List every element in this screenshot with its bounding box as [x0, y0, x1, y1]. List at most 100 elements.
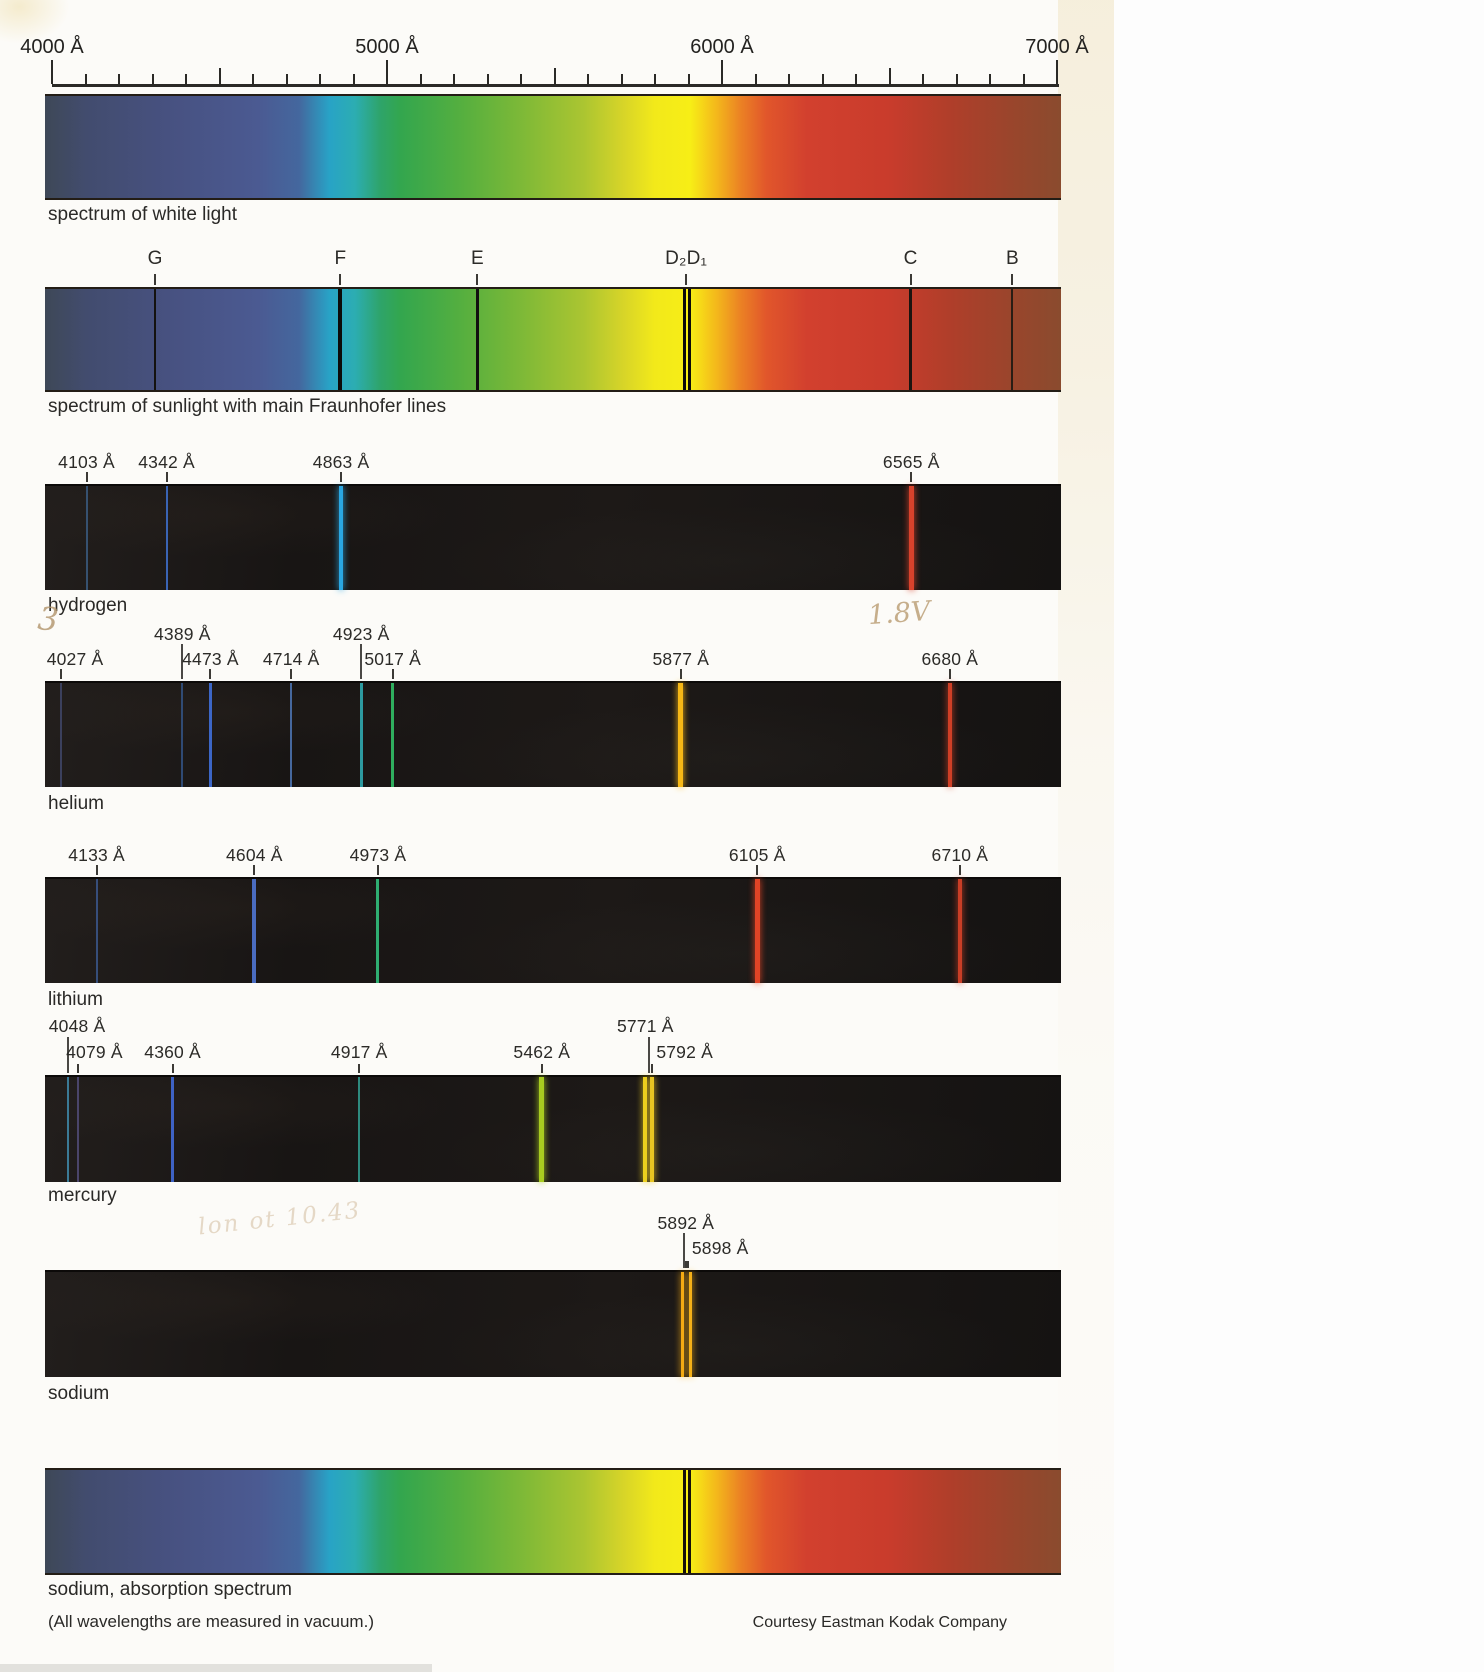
scan-bottom-edge	[0, 1664, 432, 1672]
spectral-line-4861	[338, 289, 343, 390]
caption-sunlight: spectrum of sunlight with main Fraunhofe…	[48, 396, 447, 417]
axis-tick	[888, 68, 891, 84]
axis-tick	[118, 74, 120, 84]
line-tick	[77, 1064, 80, 1073]
caption-hydrogen: hydrogen	[48, 595, 128, 616]
axis-baseline	[52, 84, 1059, 87]
scan-smudge	[0, 0, 70, 44]
fraunhofer-letter: G	[147, 248, 163, 269]
spectral-line-4973	[376, 879, 380, 983]
axis-tick	[285, 74, 288, 84]
caption-lithium: lithium	[48, 989, 103, 1010]
spectral-line-5792	[650, 1077, 655, 1182]
page-margin	[1114, 0, 1484, 1672]
axis-tick	[51, 60, 53, 84]
axis-tick	[687, 74, 690, 84]
spectral-line-4863	[339, 486, 344, 590]
axis-tick	[218, 68, 221, 84]
axis-tick	[151, 74, 154, 84]
axis-tick	[84, 74, 87, 84]
axis-tick	[1056, 60, 1058, 84]
axis-tick	[486, 74, 489, 84]
spectral-line-4360	[171, 1077, 175, 1182]
spectrum-band-mercury	[45, 1075, 1061, 1182]
spectral-line-5893	[683, 289, 687, 390]
axis-tick	[922, 74, 924, 84]
line-tick	[376, 865, 379, 875]
line-tick	[85, 472, 88, 482]
spectral-line-5017	[391, 683, 395, 787]
spectral-line-6680	[947, 683, 952, 787]
line-tick	[909, 274, 912, 285]
axis-tick	[754, 74, 757, 84]
line-tick	[684, 1261, 687, 1268]
line-tick	[1011, 274, 1014, 285]
wavelength-label: 5017 Å	[364, 649, 422, 669]
wavelength-label: 4360 Å	[144, 1042, 201, 1062]
spectral-line-5877	[678, 683, 684, 787]
spectrum-band-white-light	[45, 94, 1061, 200]
line-tick	[910, 472, 913, 482]
spectral-line-4917	[358, 1077, 361, 1182]
fraunhofer-letter: E	[471, 248, 484, 269]
axis-tick	[821, 74, 824, 84]
label-leader-line	[648, 1037, 651, 1073]
axis-tick	[855, 74, 857, 84]
wavelength-label: 4027 Å	[46, 649, 104, 669]
spectral-line-4308	[154, 289, 157, 390]
fraunhofer-letter: B	[1006, 248, 1019, 269]
wavelength-label: 4714 Å	[262, 649, 320, 669]
line-tick	[171, 1064, 174, 1073]
axis-label: 7000 Å	[1025, 36, 1089, 58]
spectral-line-5898	[689, 1272, 693, 1377]
axis-tick	[185, 74, 187, 84]
line-tick	[340, 472, 343, 482]
wavelength-label: 4048 Å	[48, 1016, 106, 1036]
spectral-line-4027	[60, 683, 63, 787]
caption-mercury: mercury	[48, 1185, 117, 1206]
wavelength-label: 4604 Å	[225, 845, 283, 865]
fraunhofer-letter: C	[903, 248, 918, 269]
spectrum-band-sodium	[45, 1270, 1061, 1377]
spectral-line-6710	[957, 879, 962, 983]
page-edge-shading	[1058, 0, 1114, 1672]
line-tick	[756, 865, 759, 875]
wavelength-label: 6710 Å	[931, 845, 989, 865]
caption-sodium: sodium	[48, 1383, 110, 1404]
wavelength-label: 5892 Å	[657, 1213, 715, 1233]
line-tick	[679, 669, 682, 679]
line-tick	[651, 1064, 654, 1073]
spectral-line-5893	[688, 289, 692, 390]
axis-tick	[788, 74, 790, 84]
credit-line: Courtesy Eastman Kodak Company	[752, 1614, 1007, 1631]
label-leader-line	[67, 1037, 70, 1073]
spectral-line-6563	[909, 289, 913, 390]
label-leader-line	[181, 644, 184, 679]
wavelength-label: 5877 Å	[652, 649, 710, 669]
axis-tick	[620, 74, 623, 84]
fraunhofer-letter: F	[334, 248, 347, 269]
wavelength-label: 4342 Å	[138, 452, 195, 472]
axis-tick	[654, 74, 656, 84]
handwritten-note: 1.8V	[866, 595, 932, 632]
wavelength-label: 5771 Å	[616, 1016, 674, 1036]
spectrum-band-hydrogen	[45, 484, 1061, 590]
spectral-line-4923	[359, 683, 363, 787]
spectral-line-5771	[643, 1077, 648, 1182]
spectral-line-5270	[475, 289, 479, 390]
spectral-line-4103	[85, 486, 88, 590]
caption-white-light: spectrum of white light	[48, 204, 238, 225]
line-tick	[95, 865, 98, 875]
footnote: (All wavelengths are measured in vacuum.…	[48, 1612, 374, 1631]
line-tick	[540, 1064, 543, 1073]
axis-tick	[955, 74, 958, 84]
spectral-line-4714	[290, 683, 293, 787]
spectrum-band-lithium	[45, 877, 1061, 983]
axis-tick	[419, 74, 422, 84]
wavelength-label: 5462 Å	[513, 1042, 571, 1062]
spectral-line-4604	[252, 879, 257, 983]
spectral-line-6565	[908, 486, 914, 590]
wavelength-label: 4917 Å	[330, 1042, 388, 1062]
label-leader-line	[360, 644, 363, 679]
